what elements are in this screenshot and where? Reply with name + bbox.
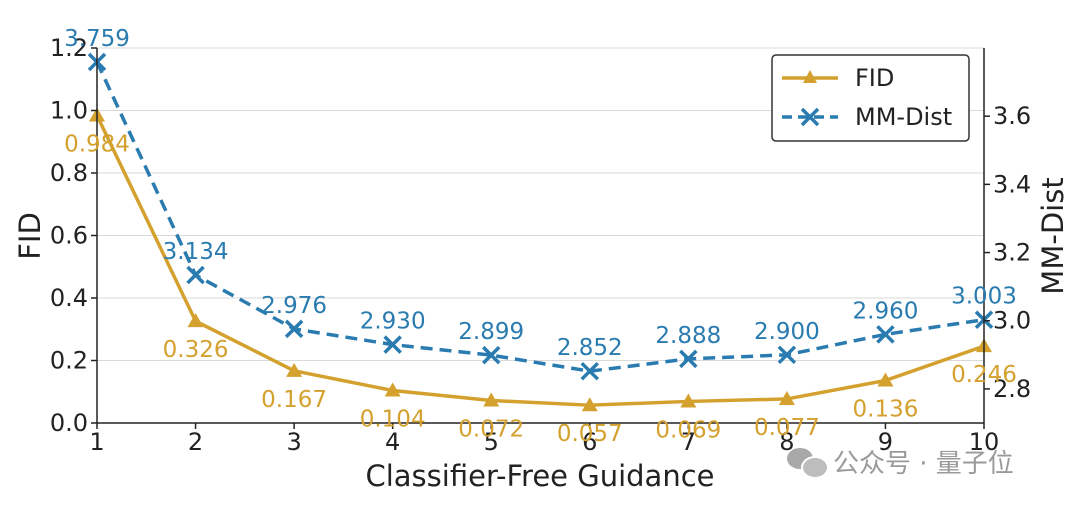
x-tick-label-9: 10 — [969, 428, 1000, 456]
x-tick-label-8: 9 — [878, 428, 893, 456]
mm-dist-data-label-1: 3.134 — [163, 239, 229, 265]
mm-dist-point-4 — [481, 345, 501, 365]
legend-fid-marker — [803, 70, 817, 83]
y-tick-label-6: 1.2 — [50, 34, 88, 62]
mm-dist-point-1 — [186, 265, 205, 285]
y2-axis-title: MM-Dist — [1036, 177, 1070, 294]
data-labels: 0.984 0.326 0.167 0.104 0.072 0.057 0.069 0.077… — [64, 26, 1017, 447]
fid-point-2 — [286, 362, 303, 377]
fid-point-5 — [581, 397, 598, 412]
mm-dist-point-8 — [876, 325, 895, 344]
mm-dist-data-label-9: 3.003 — [951, 284, 1017, 310]
legend-mmdist-marker — [800, 107, 820, 127]
x-tick-label-4: 5 — [484, 428, 499, 456]
fid-data-label-3: 0.104 — [360, 407, 426, 433]
y2-tick-label-1: 3.0 — [993, 307, 1031, 335]
x-tick-label-3: 4 — [385, 428, 400, 456]
mm-dist-data-label-6: 2.888 — [655, 323, 721, 349]
y-tick-label-0: 0.0 — [50, 409, 88, 437]
x-tick-label-2: 3 — [286, 428, 301, 456]
y-tick-label-4: 0.8 — [50, 159, 88, 187]
x-axis-title: Classifier-Free Guidance — [365, 459, 714, 493]
x-tick-label-5: 6 — [582, 428, 597, 456]
mm-dist-point-2 — [284, 319, 304, 339]
mm-dist-data-label-5: 2.852 — [557, 335, 623, 361]
y-axis-title: FID — [13, 212, 47, 260]
wechat-icon — [785, 445, 829, 479]
mm-dist-data-label-8: 2.960 — [853, 298, 919, 324]
mm-dist-point-6 — [679, 349, 698, 369]
fid-point-1 — [187, 313, 204, 328]
y-tick-label-2: 0.4 — [50, 284, 88, 312]
fid-data-label-5: 0.057 — [557, 421, 623, 447]
ticks: 0.0 0.2 0.4 0.6 0.8 1.0 1.2 2.8 3.0 3.2 3.4 3.6 1 2 3 4… — [50, 34, 1031, 456]
fid-point-7 — [778, 390, 795, 405]
y2-tick-label-2: 3.2 — [993, 239, 1031, 267]
fid-point-3 — [384, 382, 401, 397]
fid-data-label-4: 0.072 — [458, 417, 524, 443]
mm-dist-data-label-4: 2.899 — [458, 319, 524, 345]
fid-data-label-8: 0.136 — [853, 397, 919, 423]
watermark-text: 公众号 · 量子位 — [833, 448, 1014, 479]
fid-data-label-1: 0.326 — [163, 337, 229, 363]
fid-data-label-0: 0.984 — [64, 132, 130, 158]
y-tick-label-1: 0.2 — [50, 347, 88, 375]
watermark: 公众号 · 量子位 — [785, 443, 1014, 479]
y2-tick-label-3: 3.4 — [993, 170, 1031, 198]
x-tick-label-1: 2 — [188, 428, 203, 456]
y-tick-label-5: 1.0 — [50, 97, 88, 125]
fid-point-8 — [877, 372, 894, 387]
fid-point-6 — [680, 393, 697, 408]
mm-dist-point-5 — [580, 361, 600, 381]
series-line-fid — [95, 114, 985, 407]
mm-dist-data-label-7: 2.900 — [754, 319, 820, 345]
mm-dist-point-7 — [777, 345, 797, 365]
mm-dist-point-3 — [383, 335, 402, 354]
series-layer — [87, 52, 994, 412]
fid-data-label-9: 0.246 — [951, 362, 1017, 388]
fid-data-label-6: 0.069 — [655, 417, 721, 443]
fid-data-label-7: 0.077 — [754, 415, 820, 441]
y2-tick-label-0: 2.8 — [993, 375, 1031, 403]
y2-tick-label-4: 3.6 — [993, 102, 1031, 130]
y-tick-label-3: 0.6 — [50, 222, 88, 250]
fid-data-label-2: 0.167 — [261, 387, 327, 413]
series-line-mm-dist — [95, 61, 985, 373]
mm-dist-data-label-3: 2.930 — [360, 309, 426, 335]
fid-point-4 — [483, 392, 500, 407]
mm-dist-data-label-2: 2.976 — [261, 293, 327, 319]
mm-dist-data-label-0: 3.759 — [64, 26, 130, 52]
x-tick-label-6: 7 — [681, 428, 696, 456]
legend-fid-label: FID — [855, 64, 894, 92]
x-tick-label-7: 8 — [779, 428, 794, 456]
x-tick-label-0: 1 — [89, 428, 104, 456]
legend: FID MM-Dist — [771, 54, 970, 142]
legend-mmdist-label: MM-Dist — [855, 103, 952, 131]
grid — [97, 47, 984, 424]
